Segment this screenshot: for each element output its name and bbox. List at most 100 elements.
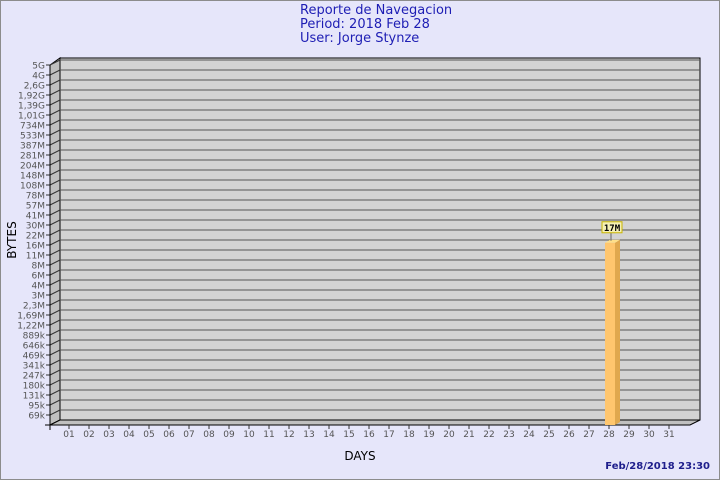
x-tick-label: 04 [123, 430, 135, 440]
y-tick-label: 204M [20, 162, 45, 172]
plot-floor [49, 419, 701, 426]
x-tick-label: 16 [363, 430, 375, 440]
y-tick-label: 108M [20, 182, 45, 192]
x-tick-label: 01 [63, 430, 74, 440]
x-tick-label: 26 [563, 430, 575, 440]
y-tick-label: 469k [23, 352, 46, 362]
y-tick-label: 2,3M [23, 302, 45, 312]
gridline-side [49, 269, 61, 276]
data-label: 17M [604, 224, 621, 234]
x-tick-label: 14 [323, 430, 335, 440]
y-tick-label: 3M [32, 292, 46, 302]
y-tick-label: 247k [23, 372, 46, 382]
y-tick-label: 1,22M [17, 322, 45, 332]
y-tick-label: 341k [23, 362, 46, 372]
gridline-side [49, 129, 61, 136]
y-tick-label: 281M [20, 152, 45, 162]
y-tick-label: 6M [32, 272, 46, 282]
x-tick-label: 25 [543, 430, 554, 440]
data-label-box [601, 221, 623, 234]
x-tick-label: 28 [603, 430, 615, 440]
gridline-side [49, 329, 61, 336]
gridline-side [49, 109, 61, 116]
x-tick-label: 09 [223, 430, 235, 440]
gridline-side [49, 339, 61, 346]
gridline-side [49, 229, 61, 236]
y-tick-label: 1,69M [17, 312, 45, 322]
bar-side [615, 239, 620, 425]
x-tick-label: 12 [283, 430, 294, 440]
gridline-side [49, 189, 61, 196]
gridline-side [49, 349, 61, 356]
x-tick-label: 18 [403, 430, 415, 440]
x-tick-label: 29 [623, 430, 635, 440]
gridline-side [49, 209, 61, 216]
gridline-side [49, 119, 61, 126]
gridline-side [49, 369, 61, 376]
y-tick-label: 131k [23, 392, 46, 402]
y-tick-label: 1,92G [18, 92, 45, 102]
x-tick-label: 10 [243, 430, 255, 440]
gridline-side [49, 219, 61, 226]
gridline-side [49, 289, 61, 296]
gridline-side [49, 59, 61, 66]
gridline-side [49, 99, 61, 106]
chart-title: Reporte de Navegacion [300, 3, 453, 18]
y-tick-label: 16M [26, 242, 45, 252]
gridline-side [49, 399, 61, 406]
x-tick-label: 24 [523, 430, 535, 440]
gridline-side [49, 199, 61, 206]
y-tick-label: 57M [26, 202, 45, 212]
x-tick-label: 08 [203, 430, 215, 440]
x-tick-label: 06 [163, 430, 175, 440]
gridline-side [49, 149, 61, 156]
x-tick-label: 21 [463, 430, 474, 440]
gridline-side [49, 89, 61, 96]
y-tick-label: 646k [23, 342, 46, 352]
y-tick-label: 734M [20, 122, 45, 132]
y-tick-label: 148M [20, 172, 45, 182]
y-tick-label: 8M [32, 262, 46, 272]
y-tick-label: 4G [32, 72, 45, 82]
gridline-side [49, 159, 61, 166]
y-tick-label: 1,39G [18, 102, 45, 112]
gridline-side [49, 179, 61, 186]
chart-user: User: Jorge Stynze [300, 31, 420, 46]
y-axis-title: BYTES [5, 221, 19, 258]
gridline-side [49, 359, 61, 366]
plot-back-wall [59, 57, 701, 421]
x-tick-label: 11 [263, 430, 274, 440]
gridline-side [49, 139, 61, 146]
gridline-side [49, 379, 61, 386]
x-tick-label: 27 [583, 430, 594, 440]
x-axis-title: DAYS [344, 449, 375, 463]
y-tick-label: 180k [23, 382, 46, 392]
x-tick-label: 15 [343, 430, 354, 440]
bar [605, 242, 615, 425]
x-tick-label: 03 [103, 430, 114, 440]
gridline-side [49, 309, 61, 316]
bar-top [605, 239, 620, 243]
gridline-side [49, 249, 61, 256]
x-tick-label: 13 [303, 430, 314, 440]
gridline-side [49, 299, 61, 306]
x-tick-label: 05 [143, 430, 154, 440]
x-tick-label: 31 [663, 430, 674, 440]
y-tick-label: 41M [26, 212, 45, 222]
timestamp: Feb/28/2018 23:30 [605, 461, 710, 472]
y-tick-label: 4M [32, 282, 46, 292]
y-tick-label: 2,6G [24, 82, 45, 92]
gridline-side [49, 69, 61, 76]
y-tick-label: 889k [23, 332, 46, 342]
y-tick-label: 11M [26, 252, 45, 262]
y-tick-label: 1,01G [18, 112, 45, 122]
gridline-side [49, 259, 61, 266]
y-tick-label: 533M [20, 132, 45, 142]
x-tick-label: 30 [643, 430, 655, 440]
x-tick-label: 22 [483, 430, 494, 440]
gridline-side [49, 169, 61, 176]
gridline-side [49, 409, 61, 416]
y-tick-label: 5G [32, 62, 45, 72]
x-tick-label: 23 [503, 430, 514, 440]
